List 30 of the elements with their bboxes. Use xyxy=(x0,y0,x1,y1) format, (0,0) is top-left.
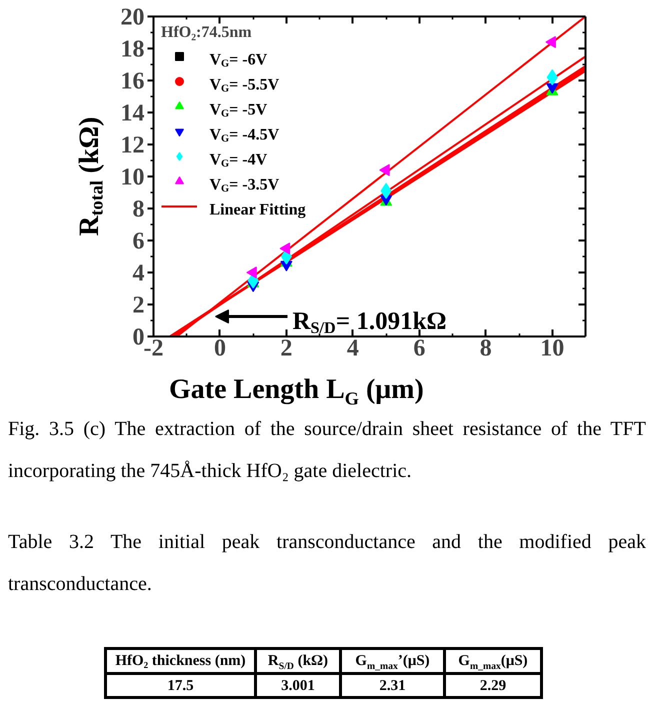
x-tick-label: 10 xyxy=(540,336,564,362)
x-tick-label: 2 xyxy=(280,336,292,362)
text: R$_{S/D}$ (kΩ) xyxy=(256,648,340,674)
x-tick-label: 0 xyxy=(214,336,226,362)
x-tick-label: 6 xyxy=(413,336,426,362)
x-tick-label: 8 xyxy=(480,336,492,362)
text: 2.29 xyxy=(444,674,542,698)
x-axis-title: Gate Length L$_{G}$ (μm) xyxy=(168,373,424,409)
caption: Table 3.2 The initial peak transconductance and the modified peak transconductance. xyxy=(8,530,646,597)
y-tick-label: 10 xyxy=(120,164,144,190)
y-tick-label: 20 xyxy=(120,4,144,30)
x-tick-label: -2 xyxy=(144,336,164,362)
y-tick-label: 18 xyxy=(120,36,144,62)
text: 17.5 xyxy=(106,674,256,698)
text: 3.001 xyxy=(256,674,340,698)
y-tick-label: 14 xyxy=(120,100,144,126)
x-tick-label: 4 xyxy=(346,336,359,362)
legend-title: HfO₂:74.5nm xyxy=(161,24,252,42)
legend-label: Linear Fitting xyxy=(210,202,306,218)
y-tick-label: 2 xyxy=(132,292,144,318)
y-tick-label: 16 xyxy=(120,68,144,94)
text: G$_{m_max}$’(μS) xyxy=(340,648,444,674)
caption: Fig. 3.5 (c) The extraction of the source/drain sheet resistance of the TFT incorporating the 745Å-thick HfO₂ gate dielectric. xyxy=(8,417,646,484)
y-tick-label: 4 xyxy=(132,260,144,286)
text: 2.31 xyxy=(340,674,444,698)
y-tick-label: 6 xyxy=(132,228,144,254)
text: G$_{m_max}$(μS) xyxy=(444,648,542,674)
y-tick-label: 12 xyxy=(120,132,144,158)
text: HfO₂ thickness (nm) xyxy=(106,648,256,674)
y-tick-label: 8 xyxy=(132,196,144,222)
